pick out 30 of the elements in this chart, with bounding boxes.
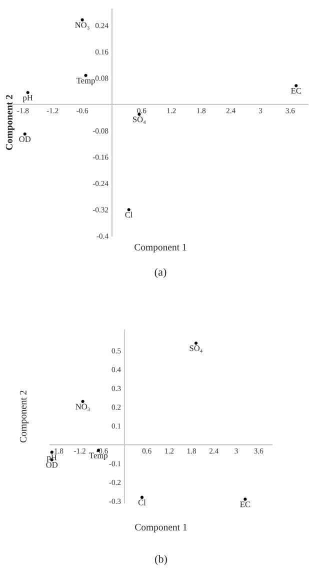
annotation: pH <box>46 454 57 462</box>
annotation: OD <box>19 136 31 142</box>
annotation: Cl <box>138 499 146 506</box>
annotation: EC <box>240 502 250 508</box>
point <box>294 84 298 88</box>
annotation: EC <box>291 88 301 94</box>
point <box>80 18 84 22</box>
text: (b) <box>155 554 167 566</box>
y-axis-title: Component 2 <box>6 94 14 150</box>
point <box>140 496 144 499</box>
annotation: NO₃ <box>76 404 90 412</box>
y-axis-title: Component 2 <box>20 390 28 442</box>
annotation: NO₃ <box>75 22 90 30</box>
point <box>81 400 84 404</box>
x-axis-title: Component 1 <box>134 244 186 252</box>
annotation: Temp <box>76 78 95 86</box>
annotation: SO₄ <box>190 346 203 353</box>
text: (a) <box>154 268 166 278</box>
point <box>127 208 130 212</box>
annotation: Temp <box>89 452 108 460</box>
annotation: pH <box>22 94 33 102</box>
annotation: Cl <box>125 212 133 218</box>
point <box>26 91 30 94</box>
annotation: SO₄ <box>132 116 146 124</box>
point <box>244 498 247 501</box>
annotation: OD <box>46 462 58 468</box>
point <box>84 74 88 78</box>
point <box>194 342 198 345</box>
point <box>23 132 26 136</box>
x-axis-title: Component 1 <box>135 524 187 532</box>
